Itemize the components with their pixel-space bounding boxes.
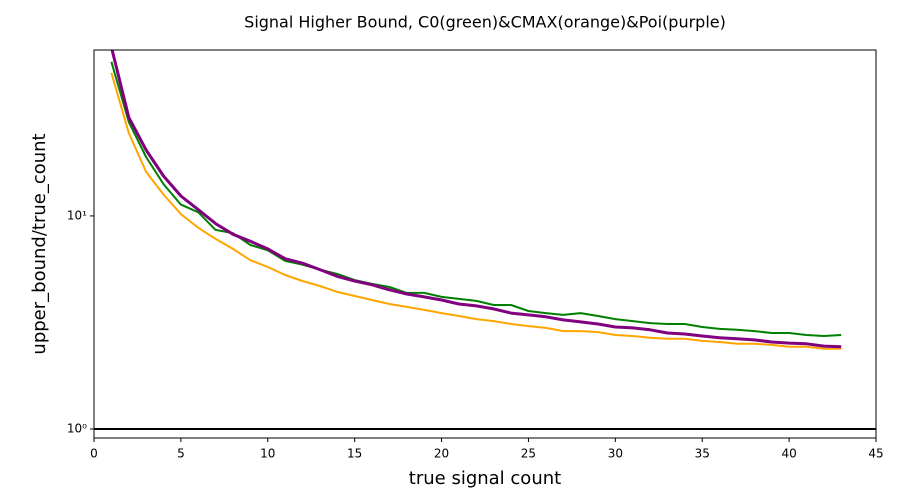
chart-title: Signal Higher Bound, C0(green)&CMAX(oran… — [244, 13, 726, 32]
y-tick-label: 10⁰ — [67, 421, 87, 435]
x-tick-label: 30 — [608, 447, 623, 461]
x-tick-label: 20 — [434, 447, 449, 461]
y-tick-label: 10¹ — [67, 208, 87, 222]
plot-area — [94, 50, 876, 430]
x-tick-label: 35 — [695, 447, 710, 461]
plot-frame — [93, 49, 877, 439]
x-tick-label: 25 — [521, 447, 536, 461]
x-tick-label: 0 — [90, 447, 98, 461]
y-axis-label: upper_bound/true_count — [29, 133, 50, 354]
x-tick-label: 45 — [868, 447, 883, 461]
series-line — [110, 50, 842, 349]
x-tick-label: 40 — [781, 447, 796, 461]
x-tick-label: 15 — [347, 447, 362, 461]
x-tick-label: 5 — [177, 447, 185, 461]
x-axis-label: true signal count — [409, 468, 561, 489]
series-line — [110, 61, 842, 337]
series-line — [110, 72, 842, 350]
x-tick-label: 10 — [260, 447, 275, 461]
